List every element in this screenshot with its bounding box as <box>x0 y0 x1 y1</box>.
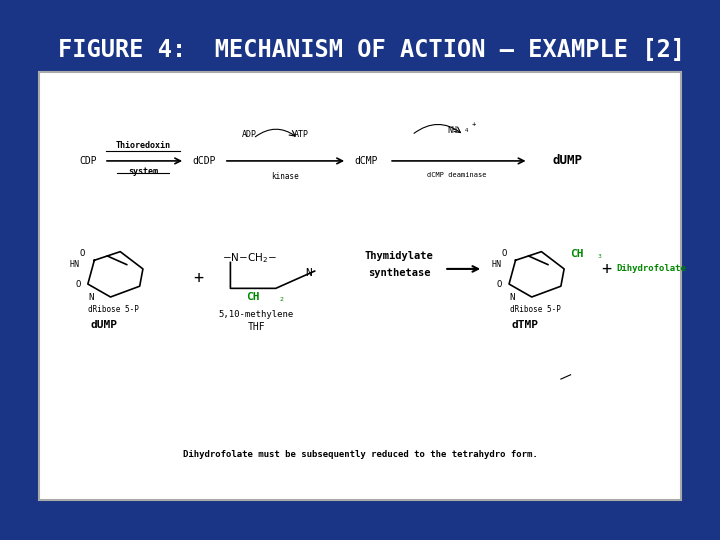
Text: CDP: CDP <box>79 156 96 166</box>
Text: $_4$: $_4$ <box>464 126 469 135</box>
Text: N: N <box>510 293 515 301</box>
Text: CH: CH <box>571 249 584 259</box>
Text: +: + <box>601 260 611 278</box>
Text: HN: HN <box>491 260 501 269</box>
Text: N: N <box>89 293 94 301</box>
Text: 5,10-methylene: 5,10-methylene <box>219 310 294 319</box>
Text: ATP: ATP <box>294 131 309 139</box>
FancyBboxPatch shape <box>40 72 681 500</box>
Text: FIGURE 4:  MECHANISM OF ACTION – EXAMPLE [2]: FIGURE 4: MECHANISM OF ACTION – EXAMPLE … <box>58 38 685 62</box>
Text: dUMP: dUMP <box>91 320 117 330</box>
Text: Thymidylate: Thymidylate <box>364 251 433 261</box>
Text: +: + <box>193 268 203 287</box>
Text: CH: CH <box>246 292 260 302</box>
Text: kinase: kinase <box>271 172 300 181</box>
Text: O: O <box>501 249 507 258</box>
Text: Dihydrofolate must be subsequently reduced to the tetrahydro form.: Dihydrofolate must be subsequently reduc… <box>183 450 537 459</box>
Text: dRibose 5-P: dRibose 5-P <box>89 306 139 314</box>
Text: O: O <box>80 249 86 258</box>
Text: NH: NH <box>447 126 457 135</box>
Text: dUMP: dUMP <box>552 154 582 167</box>
Text: system: system <box>128 167 158 177</box>
Text: dCDP: dCDP <box>193 156 216 166</box>
Text: O: O <box>76 280 81 288</box>
Text: +: + <box>472 121 475 127</box>
Text: N: N <box>305 268 312 278</box>
Text: $-$N$-$CH$_2$$-$: $-$N$-$CH$_2$$-$ <box>222 251 277 265</box>
Text: dTMP: dTMP <box>512 320 539 330</box>
Text: ADP: ADP <box>243 131 257 139</box>
Text: dCMP deaminase: dCMP deaminase <box>428 172 487 178</box>
Text: $_3$: $_3$ <box>596 252 602 261</box>
Text: Dihydrofolate: Dihydrofolate <box>616 265 687 273</box>
Text: dCMP: dCMP <box>355 156 378 166</box>
Text: synthetase: synthetase <box>368 268 430 278</box>
Text: O: O <box>497 280 502 288</box>
Text: Thioredoxin: Thioredoxin <box>115 141 171 150</box>
Text: HN: HN <box>70 260 80 269</box>
Text: THF: THF <box>248 322 265 332</box>
Text: $_2$: $_2$ <box>279 295 284 303</box>
Text: dRibose 5-P: dRibose 5-P <box>510 306 560 314</box>
